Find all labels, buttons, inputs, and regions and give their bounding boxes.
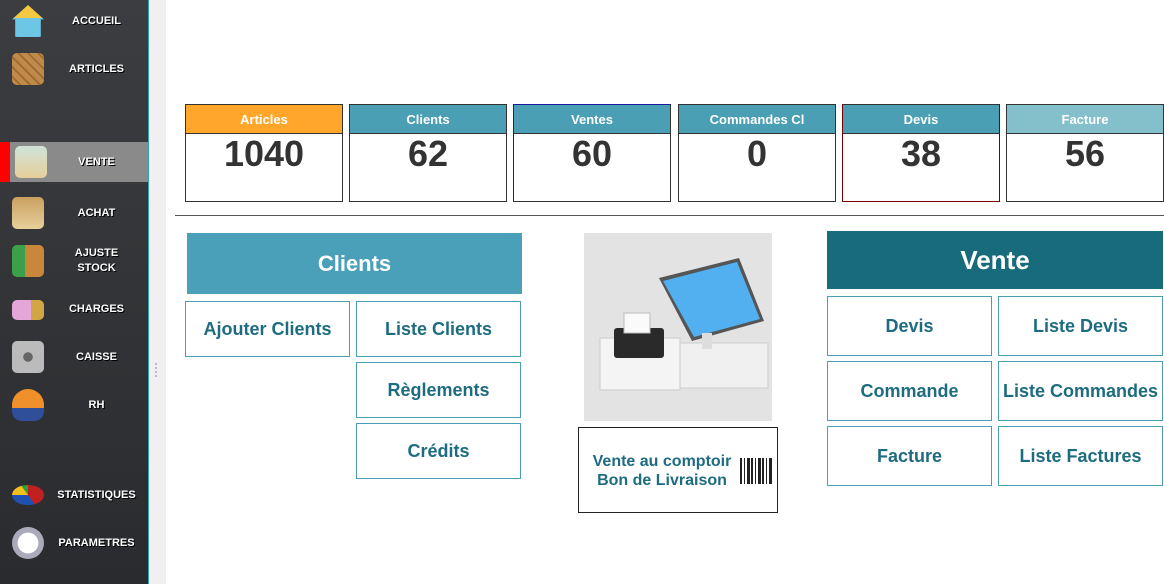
stat-card-articles[interactable]: Articles 1040 [185,104,343,202]
list-factures-button[interactable]: Liste Factures [998,426,1163,486]
stat-label: Commandes Cl [679,105,835,134]
facture-button[interactable]: Facture [827,426,992,486]
stock-boxes-icon [12,245,44,277]
stat-label: Facture [1007,105,1163,134]
divider [175,215,1164,216]
sidebar-item-parametres[interactable]: PARAMETRES [0,522,148,564]
sidebar-item-statistiques[interactable]: STATISTIQUES [0,474,148,516]
sale-bag-icon [15,146,47,178]
active-marker [0,142,10,182]
commande-button[interactable]: Commande [827,361,992,421]
list-commandes-button[interactable]: Liste Commandes [998,361,1163,421]
sidebar-item-rh[interactable]: RH [0,384,148,426]
list-devis-button[interactable]: Liste Devis [998,296,1163,356]
sidebar: ACCUEIL ARTICLES VENTE ACHAT AJUSTE STOC… [0,0,149,584]
counter-sale-button[interactable]: Vente au comptoir Bon de Livraison [578,427,778,513]
stat-label: Devis [843,105,999,134]
splitter[interactable] [149,0,166,584]
sidebar-item-ajuste-stock[interactable]: AJUSTE STOCK [0,240,148,282]
safe-icon [12,341,44,373]
stat-value: 1040 [223,133,305,174]
stat-card-devis[interactable]: Devis 38 [842,104,1000,202]
stat-value: 60 [571,133,613,174]
house-icon [12,5,44,37]
gear-icon [12,527,44,559]
sidebar-item-charges[interactable]: CHARGES [0,288,148,330]
stat-label: Articles [186,105,342,134]
stat-value: 62 [407,133,449,174]
credits-button[interactable]: Crédits [356,423,521,479]
list-clients-button[interactable]: Liste Clients [356,301,521,357]
crate-icon [12,53,44,85]
splitter-grip-icon[interactable] [155,363,159,377]
counter-line2: Bon de Livraison [597,472,727,489]
person-icon [12,389,44,421]
stat-value: 38 [900,133,942,174]
shopping-bag-icon [12,197,44,229]
stat-label: Ventes [514,105,670,134]
pos-terminal-image[interactable] [584,233,772,421]
clients-header: Clients [187,233,522,294]
sidebar-item-accueil[interactable]: ACCUEIL [0,0,148,42]
devis-button[interactable]: Devis [827,296,992,356]
barcode-icon [740,458,773,484]
sidebar-item-articles[interactable]: ARTICLES [0,48,148,90]
money-icon [12,300,44,320]
stat-label: Clients [350,105,506,134]
add-client-button[interactable]: Ajouter Clients [185,301,350,357]
sidebar-item-vente[interactable]: VENTE [10,142,148,182]
counter-line1: Vente au comptoir [592,453,732,470]
stat-card-commandes[interactable]: Commandes Cl 0 [678,104,836,202]
stat-value: 56 [1064,133,1106,174]
sidebar-item-caisse[interactable]: CAISSE [0,336,148,378]
stat-card-facture[interactable]: Facture 56 [1006,104,1164,202]
payments-button[interactable]: Règlements [356,362,521,418]
stat-card-ventes[interactable]: Ventes 60 [513,104,671,202]
pie-chart-icon [12,485,44,505]
stat-value: 0 [746,133,768,174]
sidebar-item-achat[interactable]: ACHAT [0,192,148,234]
stat-card-clients[interactable]: Clients 62 [349,104,507,202]
vente-header: Vente [827,231,1163,289]
